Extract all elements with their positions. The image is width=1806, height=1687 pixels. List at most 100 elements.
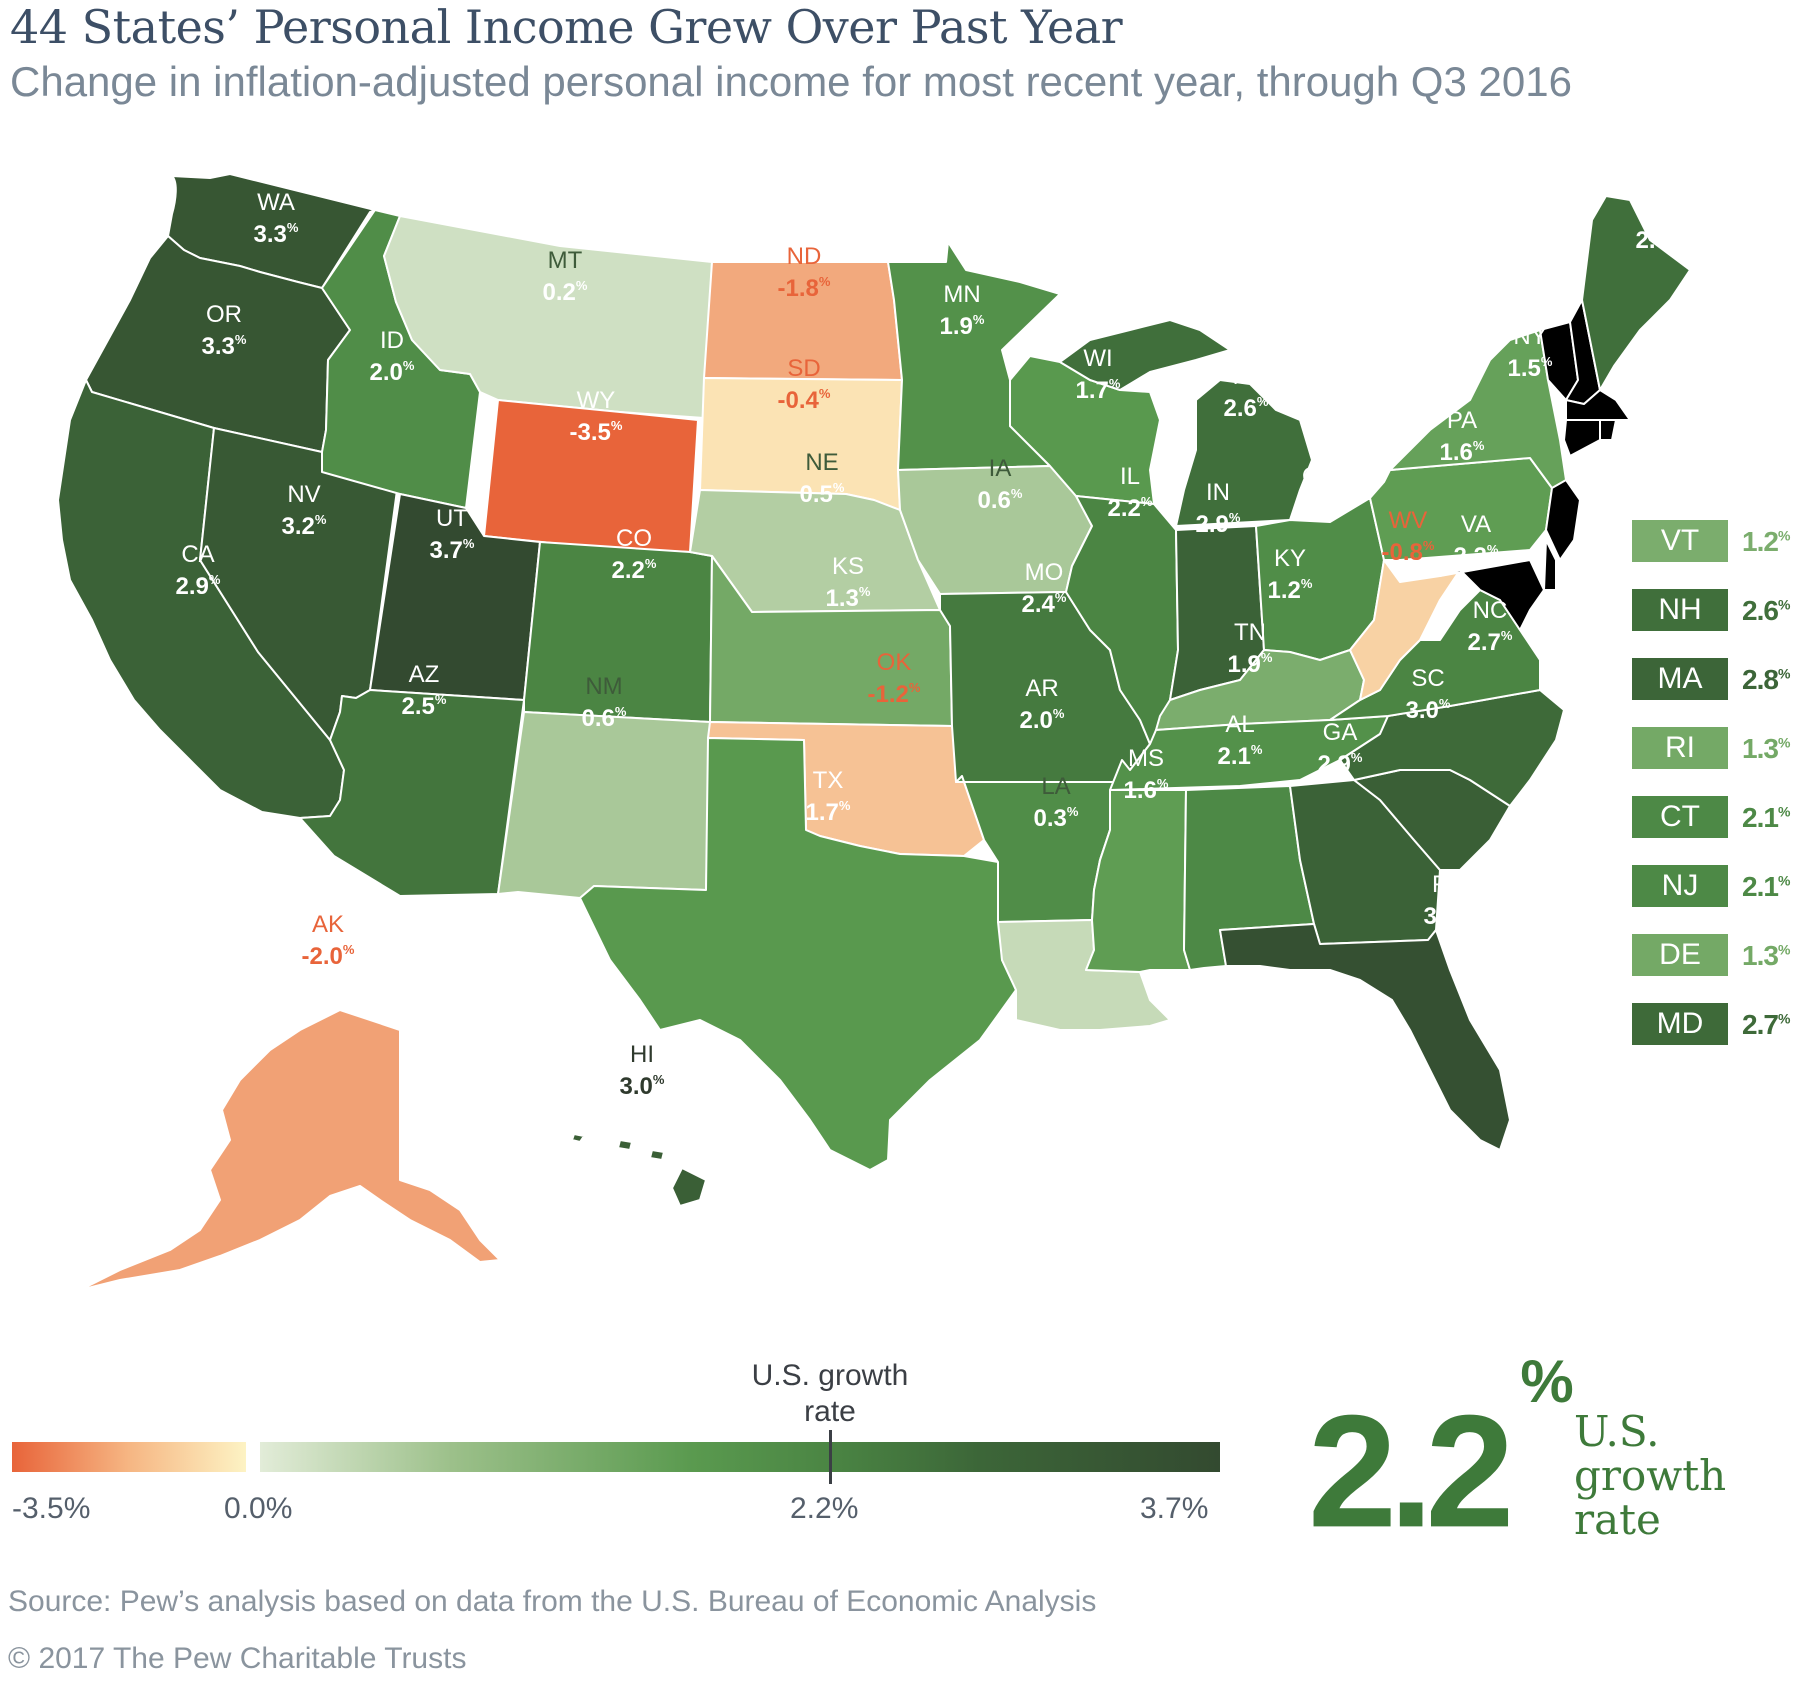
us-growth-rate-tick — [829, 1430, 832, 1484]
state-value-wi: 1.7% — [1076, 376, 1121, 404]
state-value-il: 2.2% — [1108, 494, 1153, 522]
state-label-nm: NM — [585, 673, 622, 700]
state-value-mt: 0.2% — [543, 278, 588, 306]
state-label-ga: GA — [1323, 719, 1358, 746]
state-label-wv: WV — [1389, 507, 1428, 534]
small-state-value-vt: 1.2% — [1742, 526, 1790, 557]
state-shape-fl — [1219, 923, 1511, 1151]
small-state-value-ma: 2.8% — [1742, 664, 1790, 695]
small-state-box-md: MD — [1632, 1003, 1728, 1045]
state-label-me: ME — [1640, 195, 1676, 222]
legend-max-label: 3.7% — [1140, 1492, 1209, 1525]
small-state-value-md: 2.7% — [1742, 1009, 1790, 1040]
small-state-row-nj: NJ 2.1% — [1632, 865, 1806, 909]
state-label-ca: CA — [181, 541, 214, 568]
state-value-co: 2.2% — [612, 556, 657, 584]
state-label-ut: UT — [436, 505, 468, 532]
state-label-ms: MS — [1128, 745, 1164, 772]
state-value-wv: -0.8% — [1382, 538, 1435, 566]
state-shape-md — [1439, 559, 1545, 631]
state-value-oh: 2.0% — [1298, 494, 1343, 522]
state-label-ky: KY — [1274, 545, 1306, 572]
state-label-wy: WY — [577, 387, 616, 414]
state-shape-ct — [1563, 419, 1601, 457]
state-value-tn: 1.9% — [1228, 650, 1273, 678]
state-value-ga: 2.9% — [1318, 750, 1363, 778]
state-label-sc: SC — [1411, 665, 1444, 692]
state-shape-ri — [1599, 419, 1617, 441]
state-label-ok: OK — [877, 649, 912, 676]
state-shape-hi — [571, 1133, 707, 1207]
state-label-oh: OH — [1302, 463, 1338, 490]
state-value-nd: -1.8% — [778, 274, 831, 302]
small-state-value-ri: 1.3% — [1742, 733, 1790, 764]
state-value-sd: -0.4% — [778, 386, 831, 414]
state-value-nm: 0.6% — [582, 704, 627, 732]
state-value-ks: 1.3% — [826, 584, 871, 612]
small-state-row-nh: NH 2.6% — [1632, 589, 1806, 633]
state-label-va: VA — [1461, 511, 1491, 538]
state-value-pa: 1.6% — [1440, 438, 1485, 466]
state-label-ny: NY — [1513, 323, 1546, 350]
chart-title: 44 States’ Personal Income Grew Over Pas… — [10, 0, 1123, 54]
state-shape-nm — [497, 711, 711, 899]
state-label-ar: AR — [1025, 675, 1058, 702]
state-label-in: IN — [1206, 479, 1230, 506]
legend-min-label: -3.5% — [12, 1492, 91, 1525]
state-label-mt: MT — [548, 247, 583, 274]
state-value-mi: 2.6% — [1224, 394, 1269, 422]
state-label-ks: KS — [832, 553, 864, 580]
chart-subtitle: Change in inflation-adjusted personal in… — [10, 58, 1572, 105]
state-value-tx: 1.7% — [806, 798, 851, 826]
state-value-mn: 1.9% — [940, 312, 985, 340]
small-state-row-ct: CT 2.1% — [1632, 796, 1806, 840]
state-value-me: 2.6% — [1636, 226, 1681, 254]
legend-positive-bar — [260, 1442, 1220, 1472]
small-state-value-nj: 2.1% — [1742, 871, 1790, 902]
state-label-ak: AK — [312, 911, 344, 938]
legend-zero-label: 0.0% — [224, 1492, 293, 1525]
state-value-mo: 2.4% — [1022, 590, 1067, 618]
state-label-wi: WI — [1083, 345, 1112, 372]
small-state-row-ma: MA 2.8% — [1632, 658, 1806, 702]
small-state-value-nh: 2.6% — [1742, 595, 1790, 626]
state-value-ar: 2.0% — [1020, 706, 1065, 734]
state-value-ia: 0.6% — [978, 486, 1023, 514]
state-label-il: IL — [1120, 463, 1140, 490]
small-state-row-de: DE 1.3% — [1632, 934, 1806, 978]
state-label-tx: TX — [813, 767, 844, 794]
state-label-pa: PA — [1447, 407, 1477, 434]
small-state-box-vt: VT — [1632, 520, 1728, 562]
state-value-or: 3.3% — [202, 332, 247, 360]
state-value-in: 2.9% — [1196, 510, 1241, 538]
state-label-wa: WA — [257, 189, 295, 216]
us-growth-headline-value: 2.2% — [1308, 1348, 1574, 1561]
state-label-ne: NE — [805, 449, 838, 476]
state-shape-nj — [1545, 479, 1581, 561]
state-value-ny: 1.5% — [1508, 354, 1553, 382]
us-growth-rate-marker-label: U.S. growth rate — [751, 1359, 909, 1428]
small-state-box-de: DE — [1632, 934, 1728, 976]
state-value-ok: -1.2% — [868, 680, 921, 708]
state-shape-de — [1543, 539, 1557, 591]
small-state-value-ct: 2.1% — [1742, 802, 1790, 833]
state-shape-mi — [1059, 319, 1313, 527]
state-label-fl: FL — [1432, 871, 1460, 898]
state-value-ms: 1.6% — [1124, 776, 1169, 804]
state-label-nd: ND — [787, 243, 822, 270]
small-state-box-ri: RI — [1632, 727, 1728, 769]
state-value-ne: 0.5% — [800, 480, 845, 508]
state-value-nv: 3.2% — [282, 512, 327, 540]
state-value-ak: -2.0% — [302, 942, 355, 970]
state-value-wa: 3.3% — [254, 220, 299, 248]
state-label-sd: SD — [787, 355, 820, 382]
state-shape-me — [1581, 195, 1691, 391]
state-label-hi: HI — [630, 1041, 654, 1068]
legend-us-label: 2.2% — [790, 1492, 859, 1525]
us-growth-headline-label: U.S. growth rate — [1574, 1407, 1727, 1544]
state-value-hi: 3.0% — [620, 1072, 665, 1100]
legend-negative-bar — [12, 1442, 246, 1472]
state-value-al: 2.1% — [1218, 742, 1263, 770]
copyright-note: © 2017 The Pew Charitable Trusts — [8, 1642, 467, 1675]
state-label-al: AL — [1225, 711, 1254, 738]
